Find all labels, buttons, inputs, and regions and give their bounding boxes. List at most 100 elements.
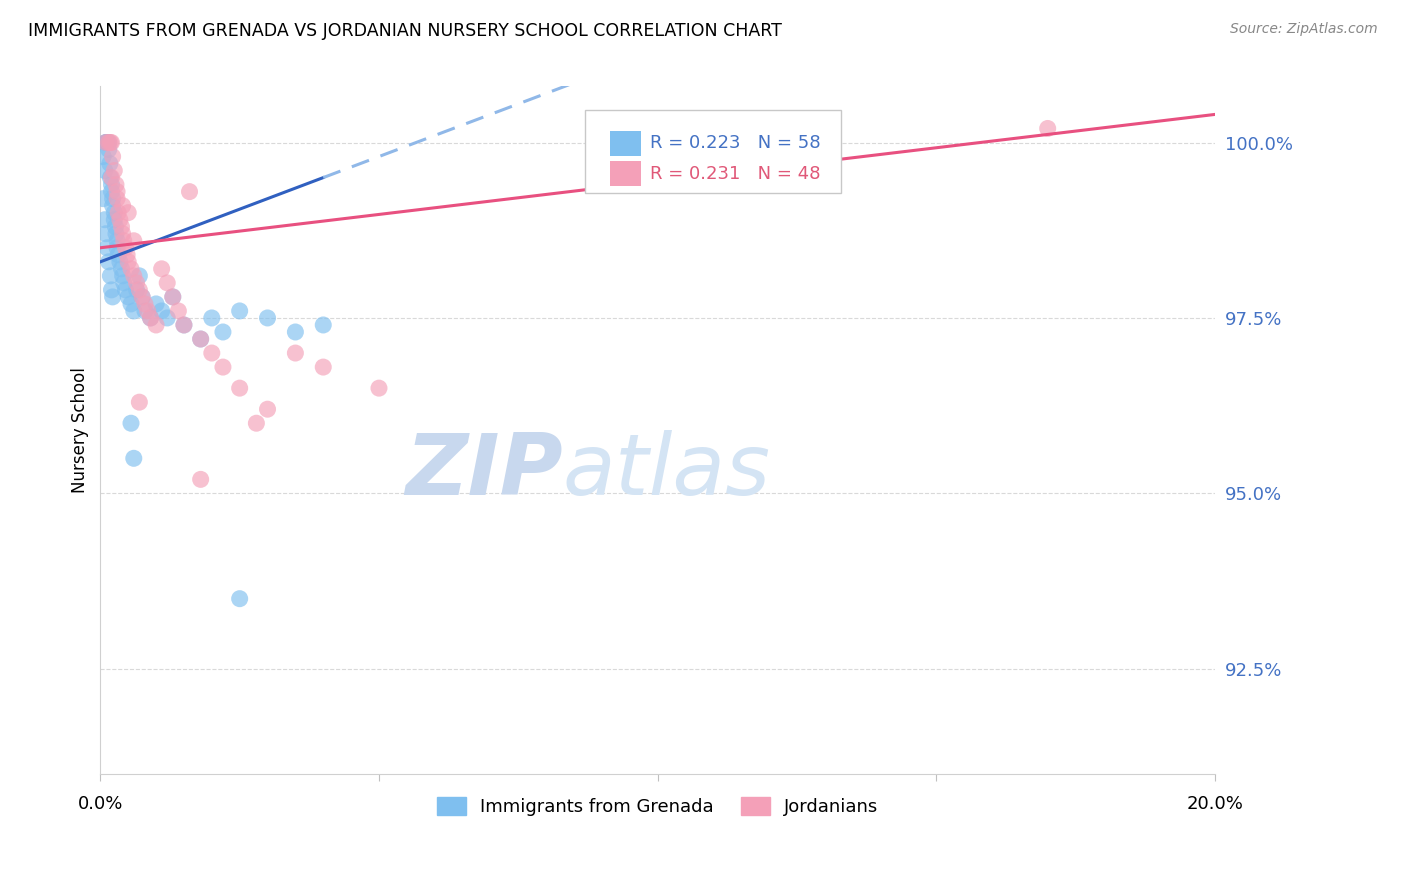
Immigrants from Grenada — [91, 192, 114, 206]
Immigrants from Grenada — [107, 248, 129, 262]
Jordanians — [201, 346, 224, 360]
Immigrants from Grenada — [96, 241, 118, 255]
Immigrants from Grenada — [94, 163, 117, 178]
Immigrants from Grenada — [97, 143, 120, 157]
Immigrants from Grenada — [104, 219, 127, 234]
Immigrants from Grenada — [100, 185, 122, 199]
Jordanians — [190, 472, 212, 486]
Immigrants from Grenada — [100, 268, 122, 283]
Jordanians — [134, 297, 156, 311]
Immigrants from Grenada — [97, 136, 120, 150]
Jordanians — [128, 395, 150, 409]
Immigrants from Grenada — [94, 136, 117, 150]
Jordanians — [312, 360, 335, 375]
Jordanians — [145, 318, 167, 332]
Immigrants from Grenada — [134, 304, 156, 318]
Jordanians — [108, 212, 131, 227]
Immigrants from Grenada — [256, 310, 278, 325]
Immigrants from Grenada — [190, 332, 212, 346]
Jordanians — [117, 255, 139, 269]
Immigrants from Grenada — [108, 255, 131, 269]
Immigrants from Grenada — [94, 212, 117, 227]
Immigrants from Grenada — [101, 199, 124, 213]
Jordanians — [256, 402, 278, 417]
Jordanians — [368, 381, 391, 395]
Jordanians — [179, 185, 201, 199]
Immigrants from Grenada — [100, 178, 122, 192]
Immigrants from Grenada — [101, 192, 124, 206]
Text: 0.0%: 0.0% — [77, 795, 124, 814]
Jordanians — [136, 304, 159, 318]
Immigrants from Grenada — [104, 227, 127, 241]
Text: R = 0.223   N = 58: R = 0.223 N = 58 — [650, 135, 821, 153]
Text: R = 0.231   N = 48: R = 0.231 N = 48 — [650, 165, 820, 183]
Immigrants from Grenada — [122, 304, 145, 318]
Immigrants from Grenada — [228, 304, 250, 318]
Immigrants from Grenada — [131, 290, 153, 304]
Jordanians — [97, 136, 120, 150]
Immigrants from Grenada — [120, 416, 142, 430]
Jordanians — [111, 227, 134, 241]
Text: 20.0%: 20.0% — [1187, 795, 1243, 814]
Jordanians — [105, 192, 128, 206]
Jordanians — [131, 290, 153, 304]
Jordanians — [105, 185, 128, 199]
Immigrants from Grenada — [212, 325, 235, 339]
Jordanians — [212, 360, 235, 375]
Immigrants from Grenada — [94, 136, 117, 150]
Jordanians — [94, 136, 117, 150]
Immigrants from Grenada — [94, 227, 117, 241]
Jordanians — [100, 136, 122, 150]
Jordanians — [120, 261, 142, 276]
Immigrants from Grenada — [101, 290, 124, 304]
Immigrants from Grenada — [105, 234, 128, 248]
Immigrants from Grenada — [105, 241, 128, 255]
Legend: Immigrants from Grenada, Jordanians: Immigrants from Grenada, Jordanians — [430, 789, 886, 823]
Immigrants from Grenada — [128, 268, 150, 283]
Immigrants from Grenada — [122, 451, 145, 466]
Immigrants from Grenada — [100, 170, 122, 185]
Jordanians — [167, 304, 190, 318]
Immigrants from Grenada — [97, 255, 120, 269]
Immigrants from Grenada — [103, 212, 125, 227]
Immigrants from Grenada — [162, 290, 184, 304]
Text: ZIP: ZIP — [405, 430, 562, 513]
Immigrants from Grenada — [111, 268, 134, 283]
Jordanians — [156, 276, 179, 290]
Immigrants from Grenada — [100, 283, 122, 297]
Immigrants from Grenada — [98, 156, 121, 170]
Jordanians — [1036, 121, 1059, 136]
Jordanians — [101, 149, 124, 163]
Immigrants from Grenada — [150, 304, 173, 318]
Immigrants from Grenada — [117, 290, 139, 304]
Jordanians — [122, 234, 145, 248]
Jordanians — [245, 416, 267, 430]
Immigrants from Grenada — [112, 276, 135, 290]
Jordanians — [103, 163, 125, 178]
Immigrants from Grenada — [312, 318, 335, 332]
Text: Source: ZipAtlas.com: Source: ZipAtlas.com — [1230, 22, 1378, 37]
Immigrants from Grenada — [284, 325, 307, 339]
Immigrants from Grenada — [173, 318, 195, 332]
Immigrants from Grenada — [97, 136, 120, 150]
Jordanians — [190, 332, 212, 346]
Immigrants from Grenada — [139, 310, 162, 325]
FancyBboxPatch shape — [585, 111, 842, 193]
Immigrants from Grenada — [120, 297, 142, 311]
Jordanians — [228, 381, 250, 395]
Jordanians — [100, 136, 122, 150]
Jordanians — [110, 219, 132, 234]
Text: IMMIGRANTS FROM GRENADA VS JORDANIAN NURSERY SCHOOL CORRELATION CHART: IMMIGRANTS FROM GRENADA VS JORDANIAN NUR… — [28, 22, 782, 40]
Jordanians — [128, 283, 150, 297]
Immigrants from Grenada — [96, 136, 118, 150]
Immigrants from Grenada — [156, 310, 179, 325]
Immigrants from Grenada — [125, 283, 148, 297]
FancyBboxPatch shape — [610, 131, 641, 156]
Jordanians — [122, 268, 145, 283]
Immigrants from Grenada — [103, 205, 125, 219]
Jordanians — [100, 170, 122, 185]
Jordanians — [125, 276, 148, 290]
Jordanians — [104, 178, 127, 192]
Jordanians — [114, 241, 136, 255]
Immigrants from Grenada — [201, 310, 224, 325]
